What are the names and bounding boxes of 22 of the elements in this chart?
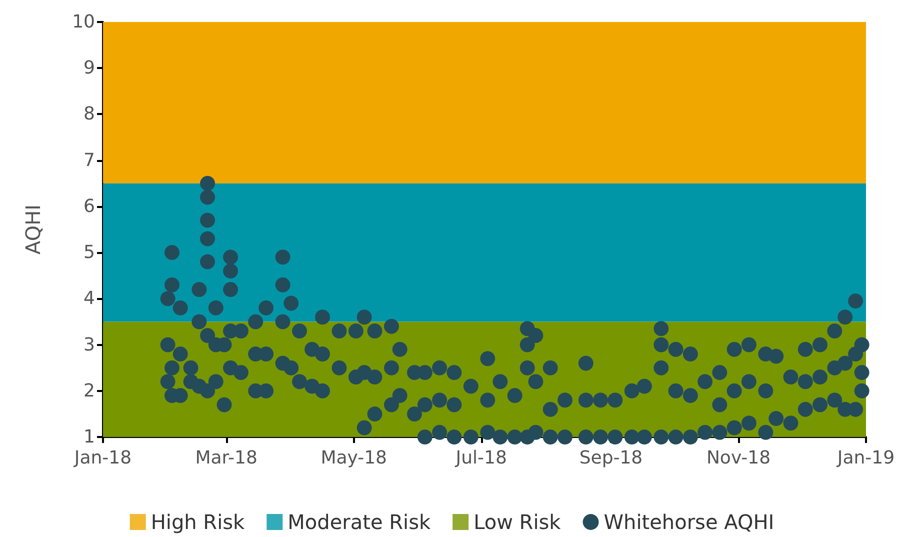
x-tick-label: Jan-18	[73, 448, 132, 468]
x-tick-label: Nov-18	[706, 448, 771, 468]
y-tick-label: 8	[84, 104, 95, 125]
x-tick-label: Jul-18	[454, 448, 507, 468]
y-axis-title: AQHI	[21, 204, 45, 255]
legend-label: Whitehorse AQHI	[604, 510, 774, 534]
y-tick-label: 1	[84, 426, 95, 448]
x-tick-label: Jan-19	[836, 448, 895, 468]
legend-label: Moderate Risk	[288, 510, 431, 534]
legend-label: Low Risk	[474, 510, 562, 534]
y-tick-label: 10	[72, 12, 95, 32]
y-tick-label: 4	[84, 288, 95, 310]
x-tick-label: Mar-18	[195, 448, 258, 468]
y-tick-label: 7	[84, 150, 95, 171]
y-tick-label: 3	[84, 334, 95, 356]
x-tick-label: Sep-18	[579, 448, 643, 468]
y-tick-label: 9	[84, 58, 95, 79]
y-tick-label: 2	[84, 380, 95, 402]
y-tick-label: 6	[84, 196, 95, 217]
x-tick-label: May-18	[320, 448, 387, 468]
legend-label: High Risk	[150, 510, 246, 534]
y-tick-label: 5	[84, 242, 95, 264]
